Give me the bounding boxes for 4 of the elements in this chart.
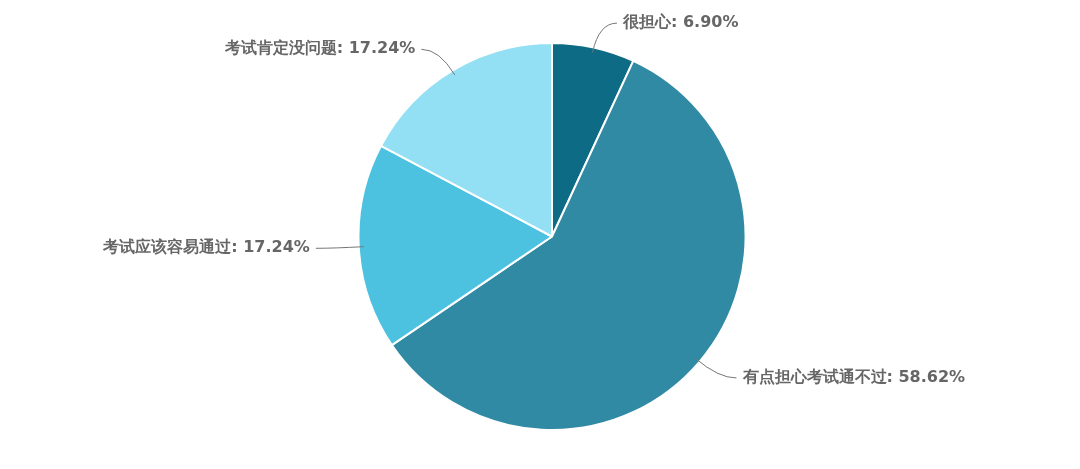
- slice-label: 有点担心考试通不过: 58.62%: [741, 367, 966, 387]
- slice-label: 考试应该容易通过: 17.24%: [102, 237, 310, 257]
- slice-label: 考试肯定没问题: 17.24%: [223, 38, 416, 58]
- slice-label: 很担心: 6.90%: [621, 12, 739, 32]
